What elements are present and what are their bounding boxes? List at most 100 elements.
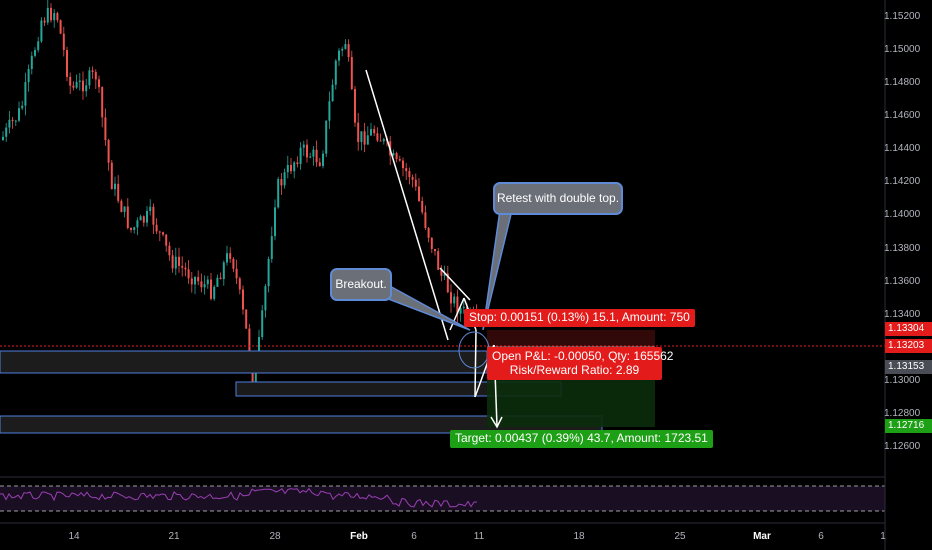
candle-body — [280, 179, 283, 186]
candle-body — [50, 7, 52, 21]
candle-body — [2, 136, 4, 140]
candle-body — [258, 337, 260, 361]
time-axis-label: 18 — [573, 531, 585, 542]
candle-body — [66, 50, 68, 77]
candle-body — [27, 68, 30, 83]
candle-body — [8, 119, 11, 128]
candle-body — [229, 253, 232, 259]
time-axis-label: 21 — [168, 531, 180, 542]
candle-body — [242, 289, 244, 310]
candle-body — [328, 101, 331, 121]
candle-body — [421, 200, 424, 213]
stop-label[interactable]: Stop: 0.00151 (0.13%) 15.1, Amount: 750 — [464, 309, 695, 327]
candle-body — [146, 210, 148, 223]
candle-body — [190, 278, 193, 285]
candle-body — [123, 206, 126, 212]
projection-line-a[interactable] — [474, 329, 477, 398]
target-price-tag: 1.12716 — [885, 419, 932, 433]
candle-body — [430, 237, 433, 249]
candle-body — [354, 89, 356, 123]
candle-body — [347, 44, 350, 58]
breakout-callout-text: Breakout. — [335, 277, 387, 291]
candle-body — [283, 172, 286, 186]
candle-body — [376, 133, 379, 141]
candle-body — [366, 135, 369, 145]
candle-body — [254, 360, 257, 390]
candle-body — [133, 227, 136, 230]
candle-body — [312, 149, 315, 157]
candle-body — [11, 119, 14, 121]
candle-body — [114, 183, 116, 190]
candle-body — [402, 160, 404, 169]
candle-body — [427, 228, 430, 238]
candle-body — [325, 120, 328, 154]
candle-body — [405, 168, 408, 172]
open-pl-label[interactable]: Open P&L: -0.00050, Qty: 165562 Risk/Rew… — [487, 347, 673, 380]
candle-body — [69, 76, 72, 86]
stop-loss-area[interactable] — [487, 330, 655, 347]
support-zone-upper[interactable] — [0, 350, 488, 374]
price-axis-label: 1.14600 — [884, 110, 921, 122]
price-axis-label: 1.13400 — [884, 308, 921, 320]
candle-body — [142, 216, 145, 223]
candle-body — [126, 206, 129, 228]
candle-body — [222, 262, 225, 280]
risk-reward-text: Risk/Reward Ratio: 2.89 — [509, 363, 640, 377]
stop-price-tag: 1.13304 — [885, 322, 932, 336]
candle-body — [344, 44, 347, 49]
candle-body — [59, 20, 62, 34]
candle-body — [210, 279, 212, 299]
candle-body — [462, 306, 465, 309]
rsi-line — [0, 487, 478, 508]
candle-body — [456, 296, 459, 314]
time-axis-label: 1 — [880, 531, 886, 542]
candle-body — [392, 153, 395, 156]
price-axis-label: 1.13800 — [884, 242, 921, 254]
candle-body — [453, 296, 456, 304]
breakout-callout[interactable]: Breakout. — [330, 268, 392, 301]
candle-body — [88, 70, 91, 86]
candle-body — [200, 281, 203, 288]
candle-body — [418, 186, 420, 201]
candle-body — [162, 232, 164, 235]
double-top-line-a[interactable] — [449, 297, 465, 331]
candle-body — [248, 328, 251, 362]
candle-body — [14, 120, 17, 122]
candle-body — [37, 41, 40, 51]
candle-body — [203, 284, 206, 288]
candle-body — [21, 105, 24, 109]
candle-body — [75, 81, 78, 88]
trend-line-upper[interactable] — [439, 267, 471, 301]
candle-body — [414, 179, 417, 187]
candle-body — [382, 139, 385, 142]
arrow-head-icon — [490, 416, 503, 429]
candle-body — [251, 361, 254, 390]
retest-callout-text: Retest with double top. — [496, 191, 620, 205]
candle-body — [309, 156, 312, 158]
price-axis-label: 1.15200 — [884, 11, 921, 22]
candle-body — [187, 269, 190, 279]
candle-body — [178, 256, 180, 266]
time-axis-label: Feb — [350, 531, 368, 542]
candle-body — [408, 171, 411, 178]
candle-body — [117, 183, 120, 201]
target-label[interactable]: Target: 0.00437 (0.39%) 43.7, Amount: 17… — [450, 430, 713, 448]
candle-body — [98, 79, 100, 88]
candle-body — [171, 255, 174, 269]
candle-body — [360, 131, 363, 142]
candle-body — [350, 57, 353, 90]
candle-body — [46, 7, 49, 23]
candle-body — [56, 13, 59, 21]
candle-body — [107, 140, 110, 163]
price-axis-label: 1.12800 — [884, 407, 921, 419]
candle-body — [155, 224, 158, 232]
trend-line-down[interactable] — [365, 69, 449, 341]
entry-price-tag: 1.13153 — [885, 360, 932, 374]
candle-body — [450, 292, 452, 304]
candle-body — [184, 267, 187, 270]
candle-body — [434, 248, 436, 252]
retest-callout[interactable]: Retest with double top. — [493, 182, 623, 215]
candle-body — [299, 147, 302, 165]
candle-body — [62, 33, 65, 51]
